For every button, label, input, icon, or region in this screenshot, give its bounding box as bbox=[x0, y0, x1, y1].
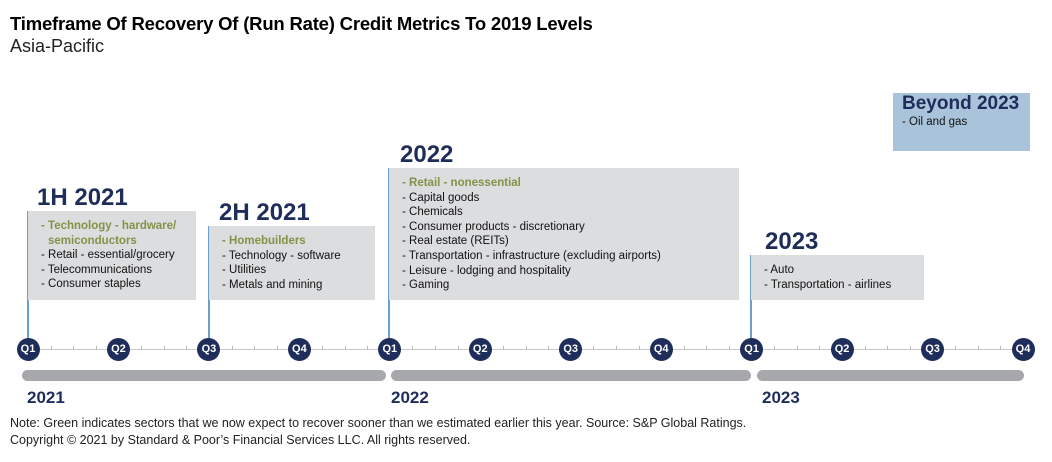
sector-item: - Transportation - infrastructure (exclu… bbox=[402, 249, 661, 262]
beyond-2023-items: - Oil and gas bbox=[902, 115, 1022, 130]
quarter-marker: Q4 bbox=[287, 338, 311, 361]
period-heading-2h-2021: 2H 2021 bbox=[219, 199, 310, 226]
axis-tick bbox=[1000, 346, 1002, 350]
axis-tick bbox=[864, 346, 866, 350]
year-label-2021: 2021 bbox=[27, 388, 65, 407]
sector-item: - Retail - nonessential bbox=[402, 177, 521, 189]
axis-tick bbox=[525, 346, 527, 350]
quarter-marker: Q2 bbox=[830, 338, 854, 361]
quarter-marker: Q4 bbox=[649, 338, 673, 361]
axis-tick bbox=[615, 346, 617, 350]
quarter-marker: Q1 bbox=[378, 338, 402, 361]
axis-tick bbox=[729, 346, 731, 350]
axis-tick bbox=[774, 346, 776, 350]
sector-item: - Technology - software bbox=[222, 249, 341, 262]
quarter-marker: Q1 bbox=[16, 338, 40, 361]
axis-tick bbox=[977, 346, 979, 350]
quarter-marker: Q2 bbox=[106, 338, 130, 361]
period-heading-2022: 2022 bbox=[400, 141, 454, 168]
period-box-2022: - Retail - nonessential - Capital goods - … bbox=[389, 168, 739, 300]
sector-item: - Gaming bbox=[402, 279, 450, 292]
period-heading-2023: 2023 bbox=[765, 228, 819, 255]
sector-item: - Auto bbox=[764, 264, 795, 276]
axis-tick bbox=[502, 346, 504, 350]
sector-item: - Homebuilders bbox=[222, 235, 306, 247]
chart-title: Timeframe Of Recovery Of (Run Rate) Cred… bbox=[10, 13, 593, 34]
axis-tick bbox=[638, 346, 640, 350]
sector-item: - Metals and mining bbox=[222, 278, 323, 291]
axis-tick bbox=[887, 346, 889, 350]
axis-tick bbox=[796, 346, 798, 350]
axis-tick bbox=[548, 346, 550, 350]
axis-tick bbox=[254, 346, 256, 350]
sector-item: - Transportation - airlines bbox=[764, 278, 892, 291]
sector-item: - Technology - hardware/ semiconductors bbox=[41, 220, 177, 247]
axis-tick bbox=[435, 346, 437, 350]
axis-tick bbox=[909, 346, 911, 350]
chart-subtitle: Asia-Pacific bbox=[10, 36, 105, 56]
period-box-1h-2021: - Technology - hardware/ semiconductors -… bbox=[28, 211, 196, 300]
axis-tick bbox=[412, 346, 414, 350]
sector-item: - Real estate (REITs) bbox=[402, 235, 509, 248]
period-box-2h-2021: - Homebuilders - Technology - software - U… bbox=[209, 226, 375, 300]
axis-tick bbox=[367, 346, 369, 350]
axis-tick bbox=[955, 346, 957, 350]
period-box-beyond-2023: Beyond 2023 - Oil and gas bbox=[893, 93, 1030, 151]
axis-tick bbox=[819, 346, 821, 350]
quarter-marker: Q1 bbox=[740, 338, 764, 361]
quarter-marker: Q2 bbox=[468, 338, 492, 361]
axis-tick bbox=[163, 346, 165, 350]
axis-tick bbox=[344, 346, 346, 350]
axis-tick bbox=[186, 346, 188, 350]
quarter-marker: Q3 bbox=[197, 338, 221, 361]
sector-item: - Consumer products - discretionary bbox=[402, 220, 585, 233]
quarter-marker: Q4 bbox=[1011, 338, 1035, 361]
axis-tick bbox=[231, 346, 233, 350]
year-bar-2022 bbox=[391, 370, 751, 381]
period-heading-beyond-2023: Beyond 2023 bbox=[902, 93, 1020, 114]
quarter-marker: Q3 bbox=[559, 338, 583, 361]
period-heading-1h-2021: 1H 2021 bbox=[37, 184, 128, 211]
footnote: Note: Green indicates sectors that we no… bbox=[10, 416, 747, 430]
axis-tick bbox=[73, 346, 75, 350]
copyright: Copyright © 2021 by Standard & Poor’s Fi… bbox=[10, 433, 471, 447]
sector-item: - Consumer staples bbox=[41, 278, 141, 291]
axis-tick bbox=[276, 346, 278, 350]
period-box-2023: - Auto - Transportation - airlines bbox=[751, 255, 924, 300]
year-bar-2023 bbox=[757, 370, 1024, 381]
sector-item: - Chemicals bbox=[402, 206, 463, 219]
axis-tick bbox=[457, 346, 459, 350]
axis-tick bbox=[50, 346, 52, 350]
sector-item: - Capital goods bbox=[402, 191, 480, 204]
sector-item: - Telecommunications bbox=[41, 263, 153, 276]
axis-tick bbox=[321, 346, 323, 350]
axis-tick bbox=[95, 346, 97, 350]
axis-tick bbox=[683, 346, 685, 350]
axis-tick bbox=[706, 346, 708, 350]
axis-tick bbox=[593, 346, 595, 350]
year-bar-2021 bbox=[22, 370, 386, 381]
sector-item: - Leisure - lodging and hospitality bbox=[402, 264, 571, 277]
quarter-marker: Q3 bbox=[921, 338, 945, 361]
sector-item: - Retail - essential/grocery bbox=[41, 249, 175, 262]
sector-item: - Utilities bbox=[222, 264, 267, 277]
axis-tick bbox=[141, 346, 143, 350]
sector-item: - Oil and gas bbox=[902, 115, 968, 128]
year-label-2023: 2023 bbox=[762, 388, 800, 407]
year-label-2022: 2022 bbox=[391, 388, 429, 407]
